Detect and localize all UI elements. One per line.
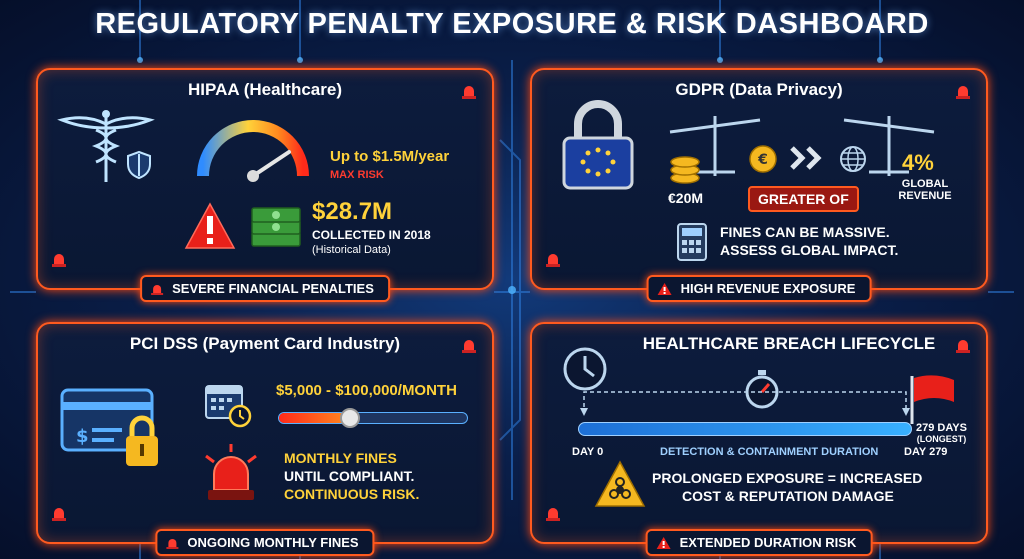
hipaa-historical: (Historical Data) <box>312 244 391 256</box>
breach-note-1: PROLONGED EXPOSURE = INCREASED <box>652 470 923 486</box>
siren-icon <box>52 254 66 267</box>
pci-range-slider-fill <box>279 413 351 423</box>
breach-footer-label: EXTENDED DURATION RISK <box>679 535 857 550</box>
breach-days-label: 279 DAYS (LONGEST) <box>916 422 967 444</box>
alarm-light-icon <box>205 444 257 500</box>
gdpr-global-revenue: GLOBAL REVENUE <box>898 178 952 202</box>
siren-icon <box>546 508 560 521</box>
balance-scale-right-icon <box>843 116 935 176</box>
breach-panel: HEALTHCARE BREACH LIFECYCLE 279 DAYS (LON… <box>530 322 988 556</box>
hipaa-panel: HIPAA (Healthcare) Up to $1.5M/year MAX … <box>36 68 494 302</box>
page-title: REGULATORY PENALTY EXPOSURE & RISK DASHB… <box>95 8 929 40</box>
siren-icon <box>956 86 970 99</box>
siren-icon <box>166 538 179 549</box>
siren-icon <box>462 340 476 353</box>
pci-footer-label: ONGOING MONTHLY FINES <box>187 535 359 550</box>
breach-day279: DAY 279 <box>904 446 948 458</box>
credit-card-lock-icon: $ <box>60 388 158 466</box>
globe-icon <box>840 146 866 172</box>
pci-title: PCI DSS (Payment Card Industry) <box>129 334 401 353</box>
calculator-icon <box>677 223 707 261</box>
chevron-right-icon <box>790 146 822 170</box>
warning-icon <box>656 536 671 549</box>
gdpr-percent: 4% <box>902 150 934 175</box>
hipaa-footer: SEVERE FINANCIAL PENALTIES <box>140 275 390 302</box>
siren-icon <box>151 284 164 295</box>
duration-bracket <box>580 391 910 416</box>
pci-note-1: MONTHLY FINES <box>284 450 397 466</box>
coin-stack-icon <box>670 156 700 184</box>
siren-icon <box>52 508 66 521</box>
pci-range-slider-knob <box>340 408 361 428</box>
euro-coin-icon: € <box>749 145 777 173</box>
shield-icon <box>127 150 151 180</box>
clock-icon <box>563 347 607 391</box>
eu-padlock-icon <box>562 100 634 190</box>
gdpr-panel: GDPR (Data Privacy) € €20M GREATER OF <box>530 68 988 302</box>
hipaa-footer-label: SEVERE FINANCIAL PENALTIES <box>172 281 374 296</box>
cash-stack-icon <box>251 207 301 247</box>
siren-icon <box>546 254 560 267</box>
warning-icon <box>657 282 672 295</box>
hipaa-max-risk: MAX RISK <box>330 169 384 181</box>
hipaa-max-label: Up to $1.5M/year <box>330 148 450 165</box>
gdpr-title: GDPR (Data Privacy) <box>675 80 843 99</box>
gdpr-footer: HIGH REVENUE EXPOSURE <box>646 275 872 302</box>
pci-panel: PCI DSS (Payment Card Industry) $ $5,000… <box>36 322 494 556</box>
svg-text:$: $ <box>76 426 89 447</box>
breach-timeline-bar <box>578 422 912 436</box>
pci-range: $5,000 - $100,000/MONTH <box>276 382 457 399</box>
red-flag-icon <box>910 375 954 424</box>
risk-gauge-icon <box>197 120 309 182</box>
hipaa-title: HIPAA (Healthcare) <box>188 80 342 99</box>
gdpr-fixed: €20M <box>668 190 704 206</box>
hipaa-amount: $28.7M <box>312 198 393 225</box>
pci-range-slider-track <box>278 412 468 424</box>
pci-footer: ONGOING MONTHLY FINES <box>155 529 375 556</box>
pci-note-3: CONTINUOUS RISK. <box>284 486 420 502</box>
hipaa-collected: COLLECTED IN 2018 <box>312 228 431 242</box>
gdpr-footer-label: HIGH REVENUE EXPOSURE <box>680 281 856 296</box>
caduceus-icon <box>57 110 155 182</box>
gdpr-greater-of: GREATER OF <box>748 186 859 212</box>
svg-text:€: € <box>757 152 768 168</box>
gdpr-note-2: ASSESS GLOBAL IMPACT. <box>720 242 899 258</box>
calendar-clock-icon <box>205 385 252 428</box>
breach-note-2: COST & REPUTATION DAMAGE <box>682 488 894 504</box>
breach-footer: EXTENDED DURATION RISK <box>645 529 873 556</box>
breach-title: HEALTHCARE BREACH LIFECYCLE <box>642 334 936 353</box>
pci-note-2: UNTIL COMPLIANT. <box>284 468 415 484</box>
breach-day0: DAY 0 <box>572 446 604 458</box>
warning-icon <box>184 202 236 249</box>
siren-icon <box>956 340 970 353</box>
siren-icon <box>462 86 476 99</box>
balance-scale-left-icon <box>669 116 761 176</box>
breach-duration: DETECTION & CONTAINMENT DURATION <box>660 446 879 458</box>
biohazard-warning-icon <box>594 460 646 507</box>
gdpr-note-1: FINES CAN BE MASSIVE. <box>720 224 890 240</box>
